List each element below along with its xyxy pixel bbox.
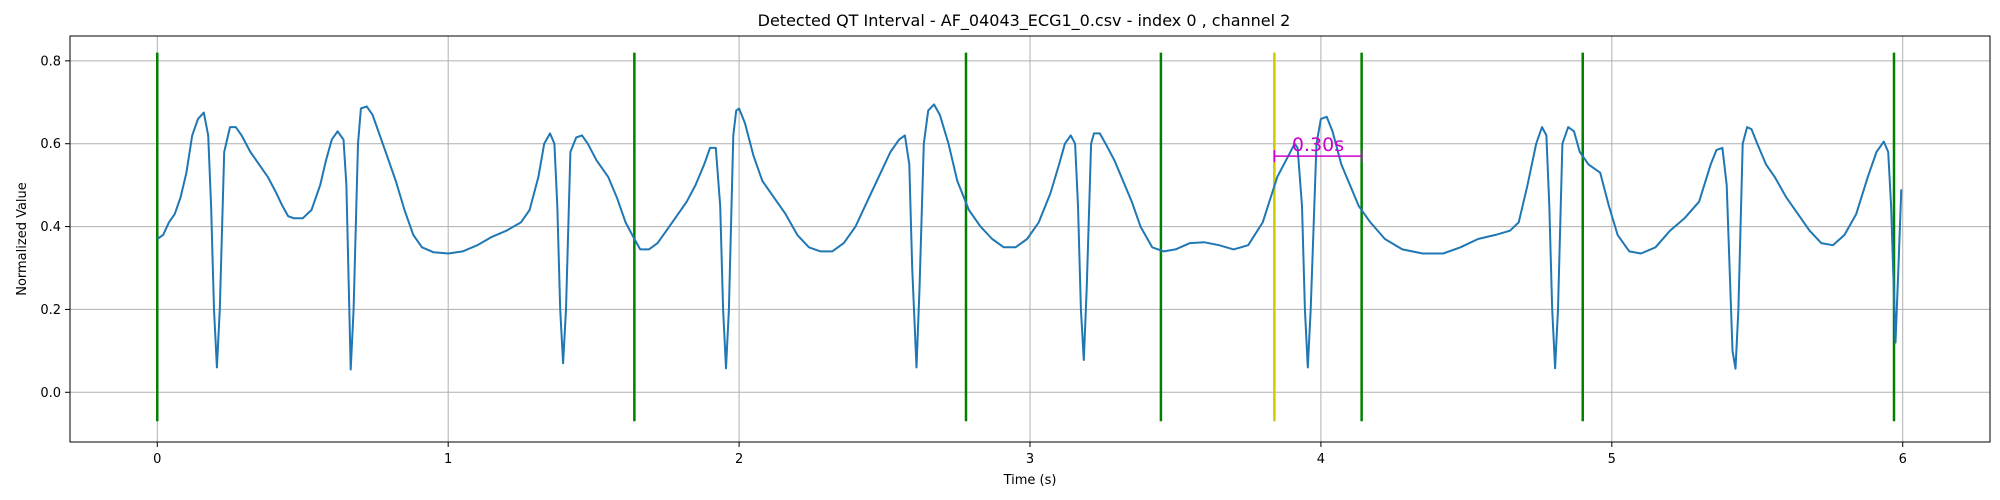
ecg-signal-line <box>156 103 1903 371</box>
y-tick-label: 0.0 <box>40 386 61 401</box>
x-tick-label: 6 <box>1899 452 1907 467</box>
x-tick-label: 0 <box>153 452 161 467</box>
chart-title: Detected QT Interval - AF_04043_ECG1_0.c… <box>758 11 1291 31</box>
x-tick-label: 1 <box>444 452 452 467</box>
x-tick-label: 4 <box>1317 452 1325 467</box>
grid <box>70 36 1990 442</box>
x-axis-label: Time (s) <box>1003 473 1057 488</box>
x-tick-label: 2 <box>735 452 743 467</box>
qt-interval-annotation: 0.30s <box>1273 134 1363 163</box>
y-tick-label: 0.8 <box>40 54 61 69</box>
plot-frame <box>69 35 1991 443</box>
x-tick-label: 3 <box>1026 452 1034 467</box>
x-tick-label: 5 <box>1608 452 1616 467</box>
x-axis-ticks: 0 1 2 3 4 5 6 <box>153 442 1907 467</box>
y-tick-label: 0.4 <box>40 220 61 235</box>
y-tick-label: 0.2 <box>40 303 61 318</box>
y-axis-ticks: 0.0 0.2 0.4 0.6 0.8 <box>40 54 70 401</box>
y-axis-label: Normalized Value <box>15 182 30 296</box>
qt-interval-label: 0.30s <box>1292 134 1344 156</box>
y-tick-label: 0.6 <box>40 137 61 152</box>
interval-markers <box>156 52 1896 422</box>
